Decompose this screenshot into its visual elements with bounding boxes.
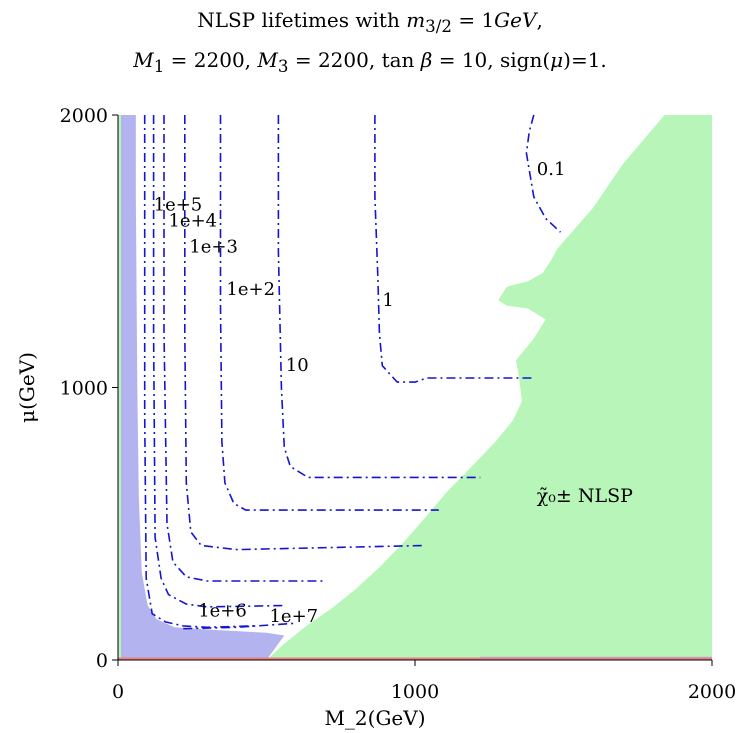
contour-line-9: [525, 114, 562, 233]
contour-label-9: 1e+7: [269, 606, 318, 627]
contour-label-5: 10: [286, 355, 309, 376]
contour-label-4: 1e+2: [226, 279, 275, 300]
y-tick-label-1: 0: [96, 650, 108, 672]
left-green-strip: [118, 115, 121, 660]
region-label-nlsp: χ̃₀± NLSP: [537, 485, 633, 507]
x-tick-label-1: 0: [112, 681, 124, 703]
contour-label-8: 1e+6: [198, 600, 247, 621]
contour-line-4: [163, 115, 323, 582]
excluded-region-blue: [118, 115, 285, 660]
contour-label-6: 1: [382, 290, 393, 311]
y-tick-label-3: 2000: [60, 105, 108, 127]
x-tick-label-2: 1000: [391, 681, 439, 703]
green-region-neutralino-nlsp: [266, 115, 712, 660]
contour-line-3: [152, 115, 285, 608]
contour-line-5: [184, 115, 424, 551]
contour-label-1: 1e+5: [154, 194, 203, 215]
contour-label-7: 0.1: [537, 159, 566, 180]
contour-label-3: 1e+3: [189, 237, 238, 258]
chart-title-line2: M1 = 2200, M3 = 2200, tan β = 10, sign(μ…: [133, 48, 607, 76]
contour-line-6: [219, 115, 439, 511]
contour-line-8: [374, 115, 534, 383]
contour-line-7: [277, 115, 481, 479]
chart-title-line1: NLSP lifetimes with m3/2 = 1GeV,: [197, 8, 543, 36]
x-tick-label-3: 2000: [688, 681, 736, 703]
contour-label-2: 1e+4: [168, 211, 217, 232]
x-axis-label: M_2(GeV): [324, 706, 425, 730]
y-axis-label: μ(GeV): [15, 352, 39, 423]
contour-line-2: [143, 115, 255, 629]
y-tick-label-2: 1000: [60, 378, 108, 400]
